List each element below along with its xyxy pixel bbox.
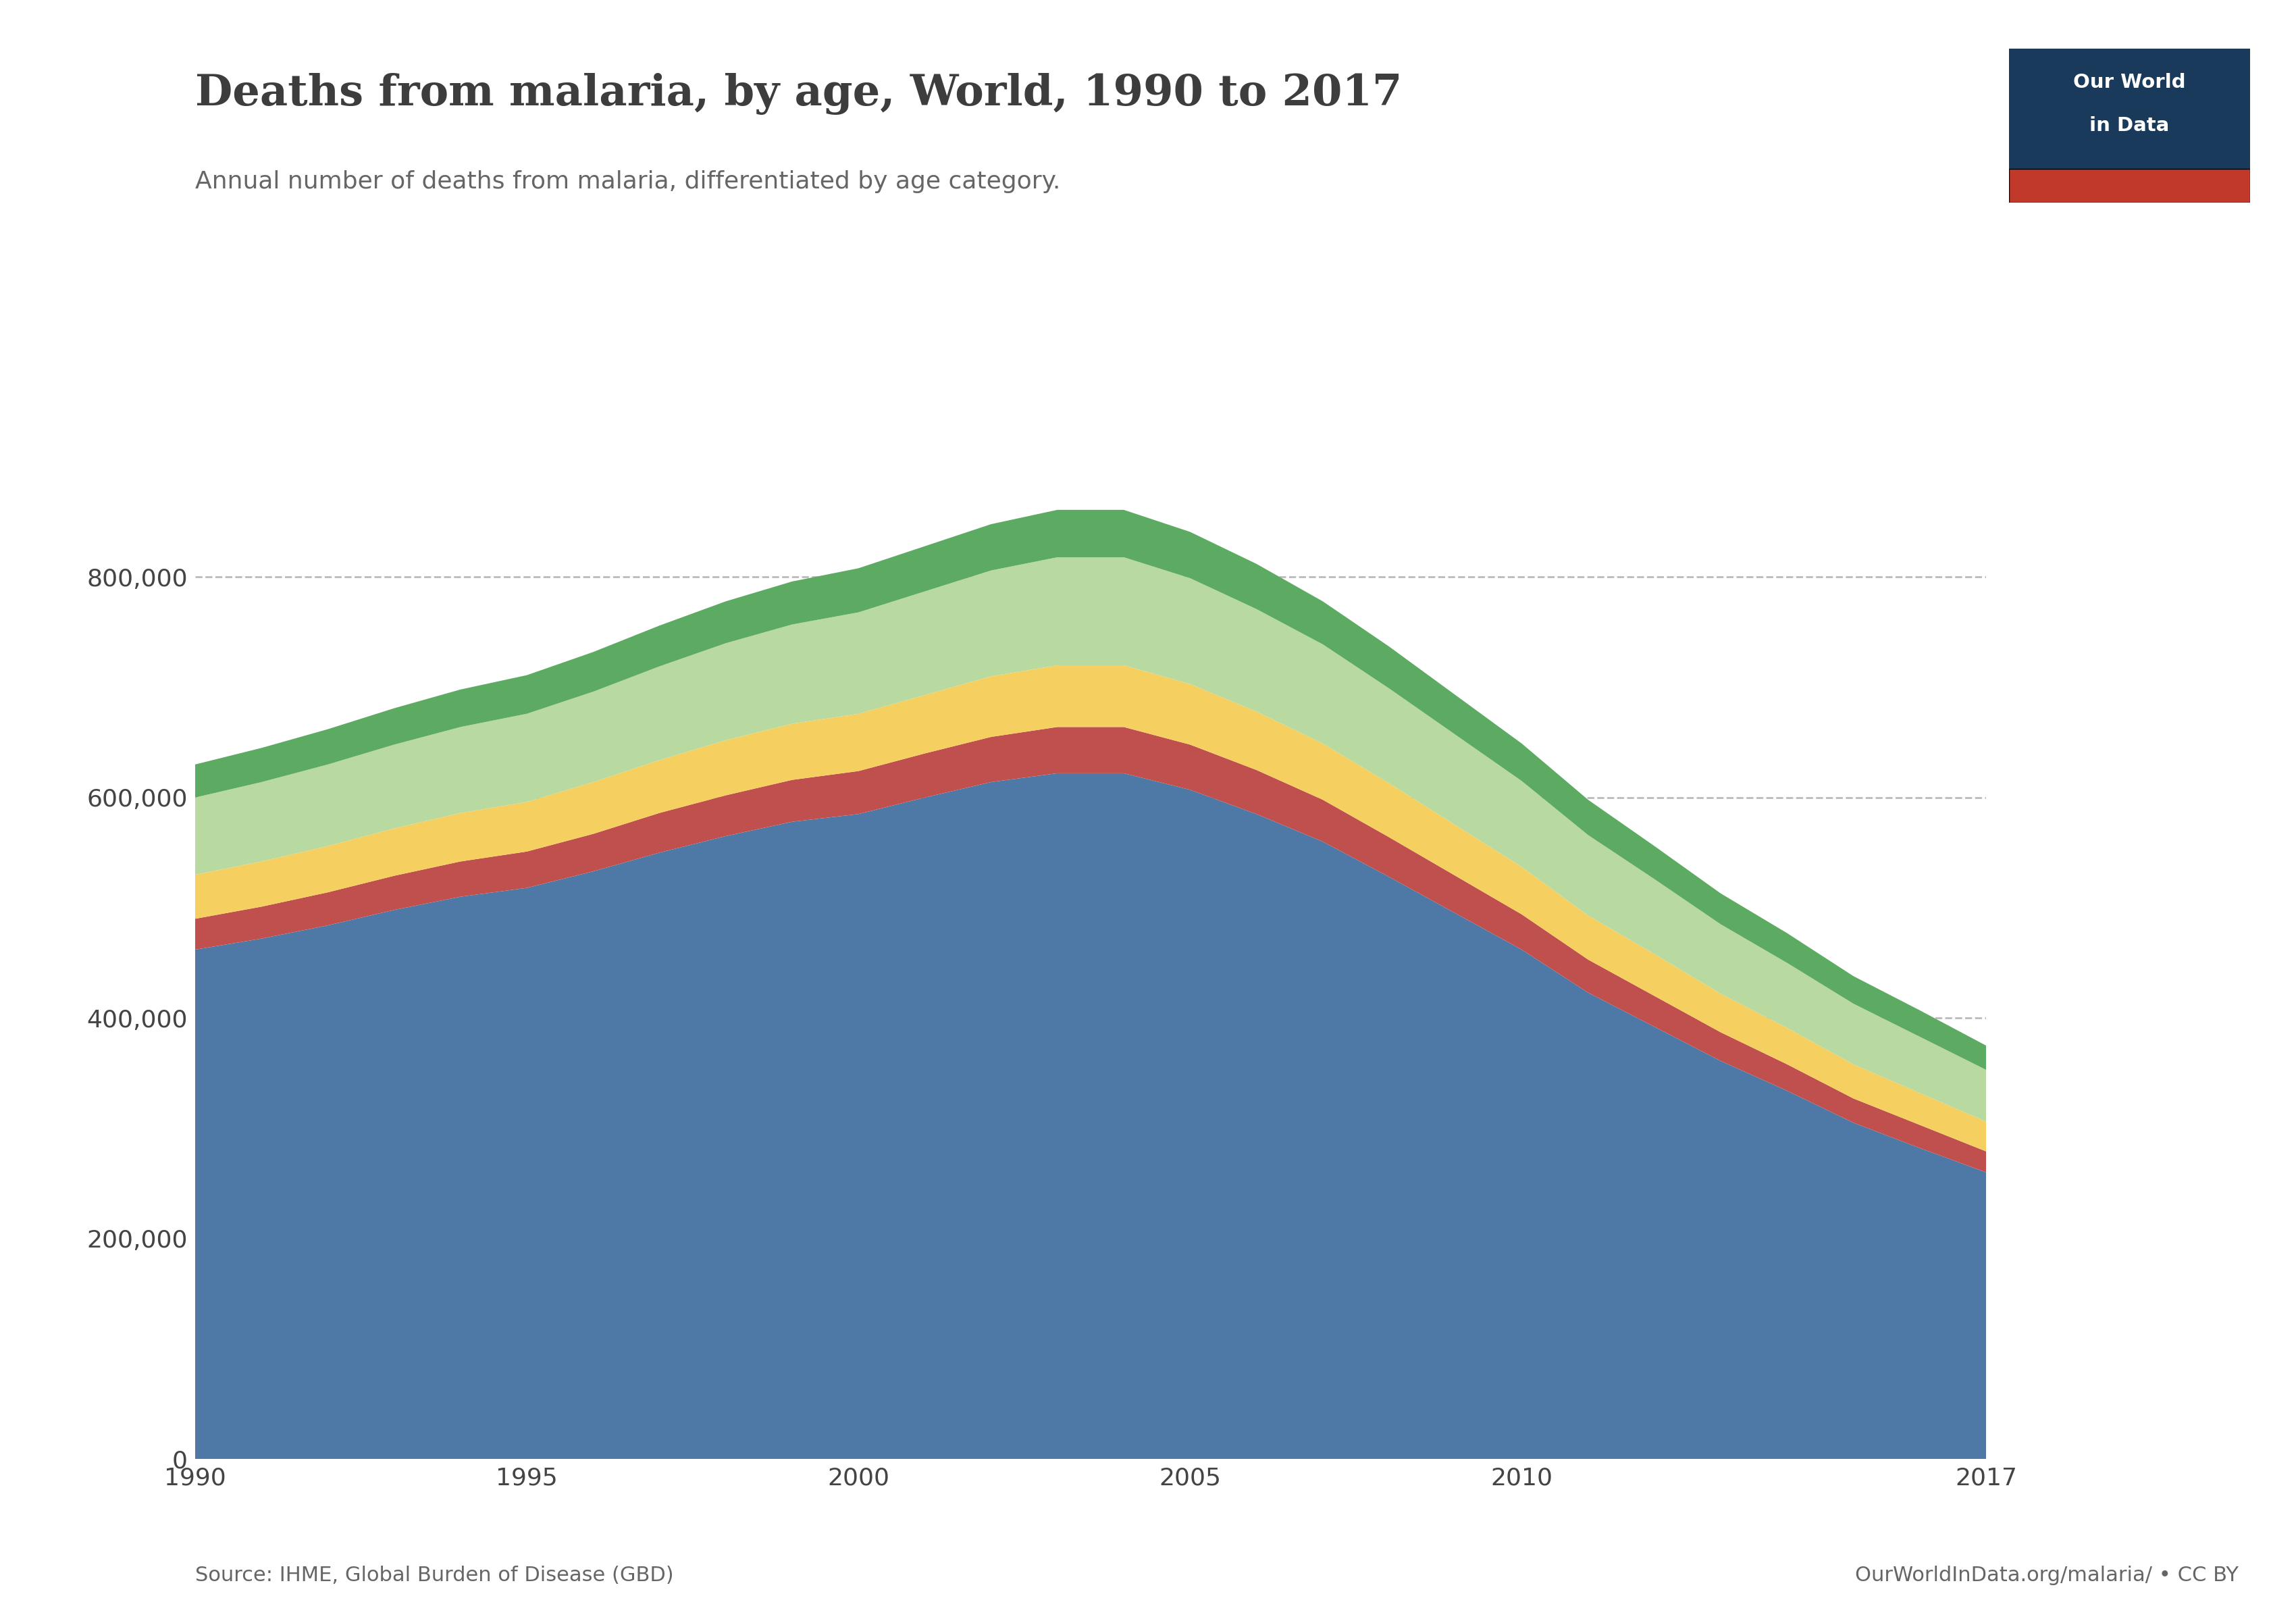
Text: Annual number of deaths from malaria, differentiated by age category.: Annual number of deaths from malaria, di… (195, 170, 1061, 193)
Text: Deaths from malaria, by age, World, 1990 to 2017: Deaths from malaria, by age, World, 1990… (195, 73, 1403, 115)
Text: in Data: in Data (2089, 117, 2170, 135)
Text: Our World: Our World (2073, 73, 2186, 92)
Text: OurWorldInData.org/malaria/ • CC BY: OurWorldInData.org/malaria/ • CC BY (1855, 1566, 2239, 1585)
Text: Source: IHME, Global Burden of Disease (GBD): Source: IHME, Global Burden of Disease (… (195, 1566, 673, 1585)
FancyBboxPatch shape (2009, 169, 2250, 203)
